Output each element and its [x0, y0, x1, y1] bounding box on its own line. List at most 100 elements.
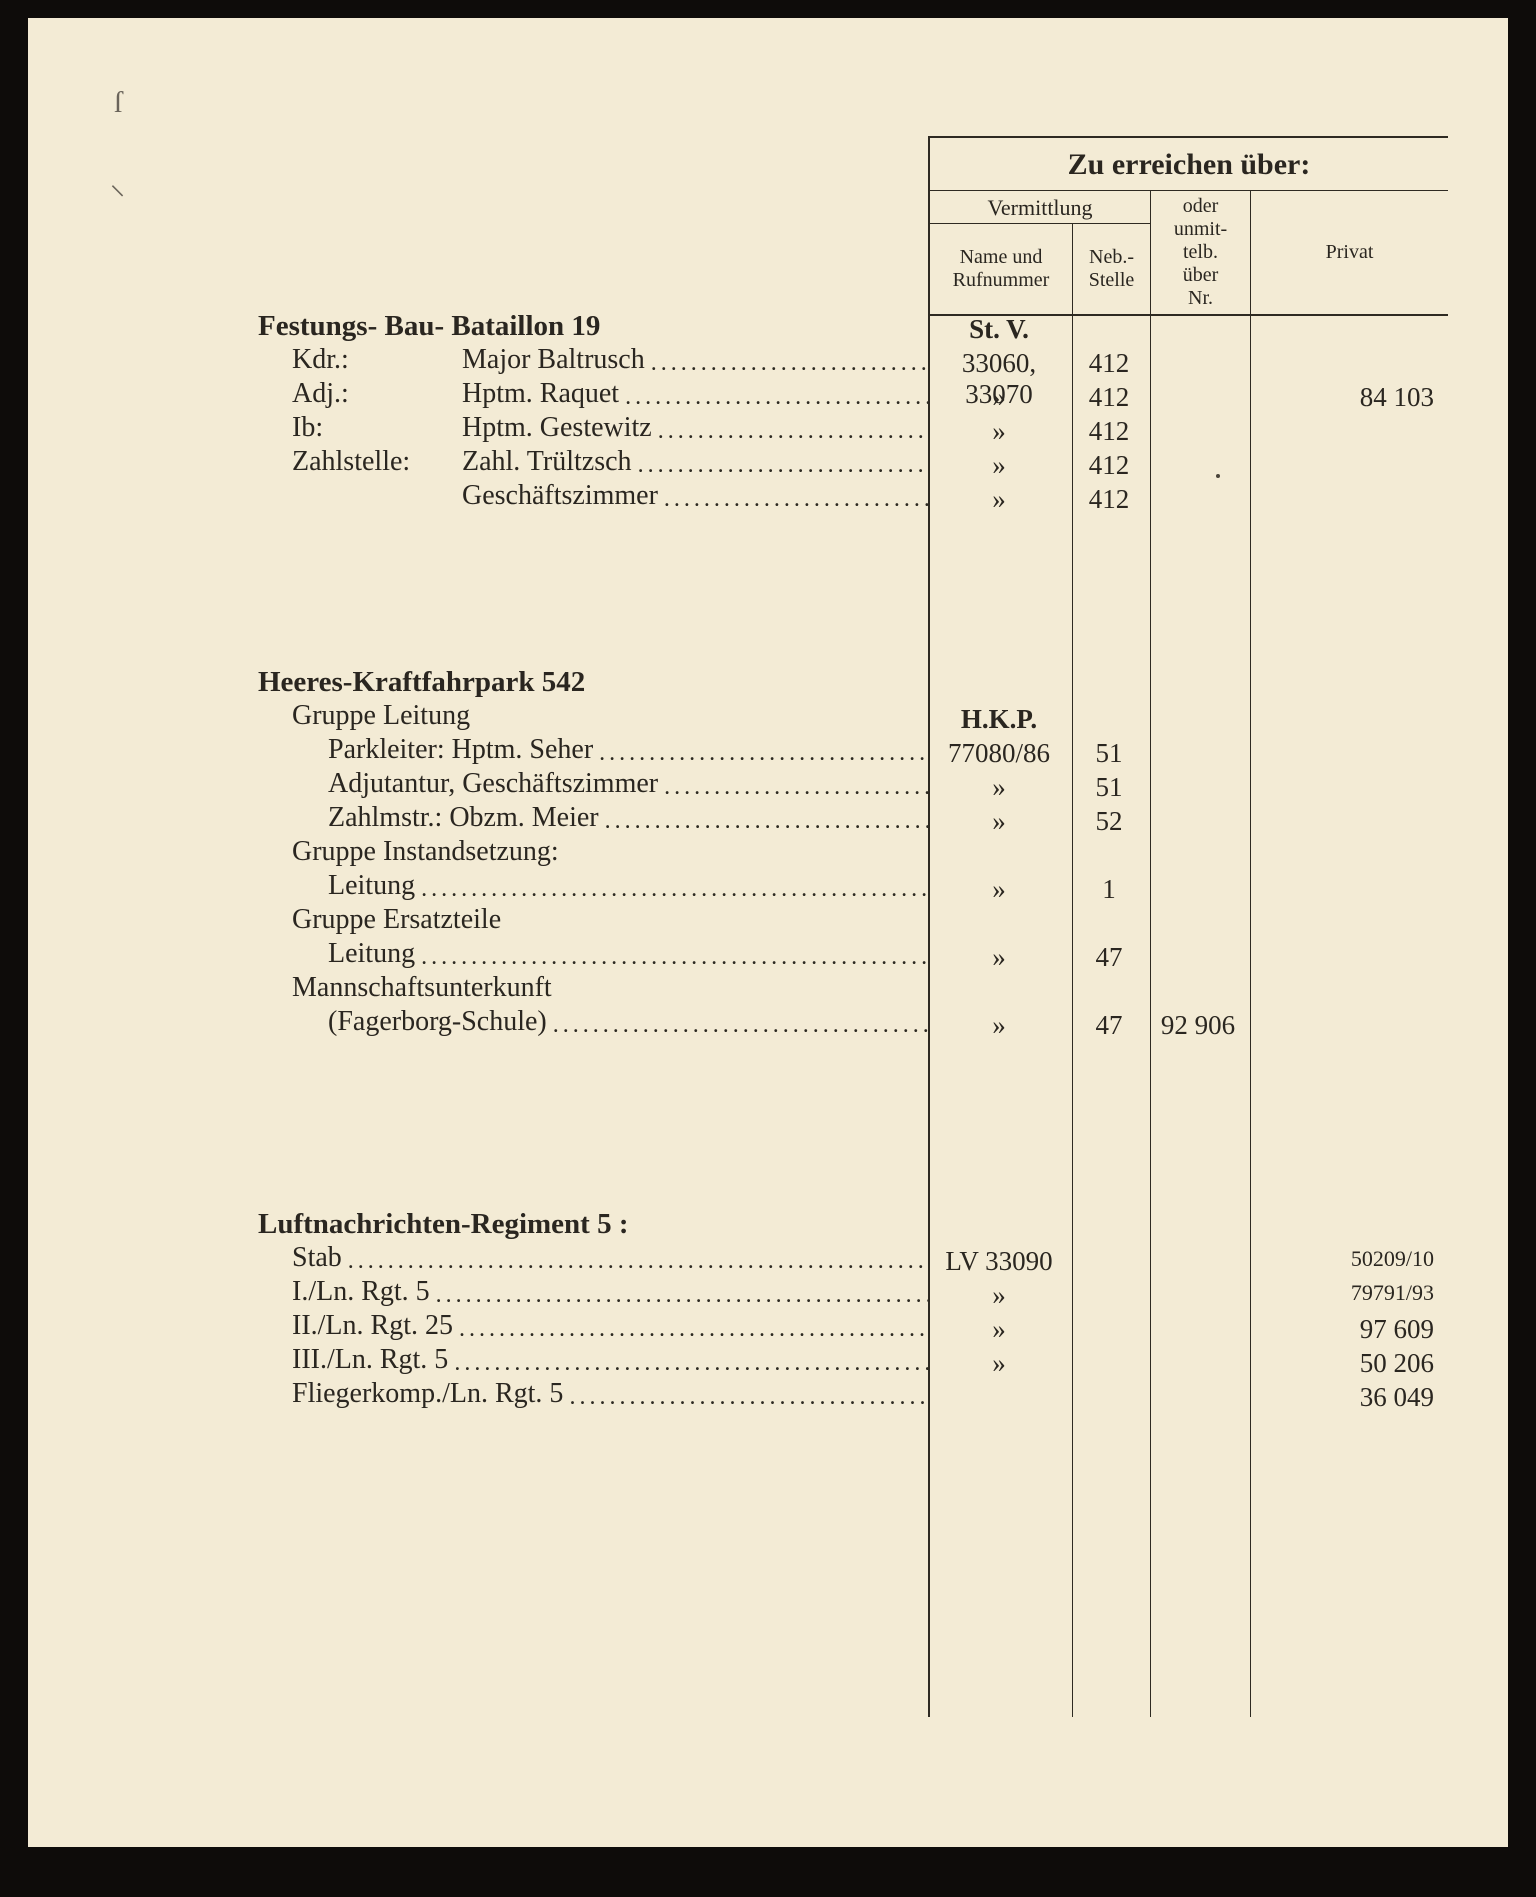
cell-neb-stelle: 412	[1070, 346, 1148, 380]
cell-neb-stelle	[1070, 1278, 1148, 1312]
entry-row: Adjutantur, Geschäftszimmer.............…	[258, 770, 928, 804]
value-row: »41284 103	[928, 380, 1448, 414]
paper-sheet: ſ ⸜ Zu erreichen über: Vermittlung Name …	[28, 18, 1508, 1847]
cell-privat: 79791/93	[1248, 1278, 1448, 1312]
cell-unmittelb	[1148, 448, 1248, 482]
entry-row: II./Ln. Rgt. 25.........................…	[258, 1312, 928, 1346]
header-vermittlung-label: Vermittlung	[930, 191, 1150, 224]
leader-dots: ........................................…	[664, 775, 928, 799]
entry-row: Fliegerkomp./Ln. Rgt. 5.................…	[258, 1380, 928, 1414]
section-title: Luftnachrichten-Regiment 5 :	[258, 1210, 629, 1239]
cell-neb-stelle	[1070, 1244, 1148, 1278]
section-title: Heeres-Kraftfahrpark 542	[258, 668, 585, 697]
entry-role: Adj.:	[292, 380, 462, 408]
leader-dots: ........................................…	[569, 1385, 928, 1409]
value-row: »52	[928, 804, 1448, 838]
cell-neb-stelle: 47	[1070, 1008, 1148, 1042]
value-row: 77080/8651	[928, 736, 1448, 770]
value-row: »50 206	[928, 1346, 1448, 1380]
cell-name-rufnummer: H.K.P.	[928, 702, 1070, 736]
cell-name-rufnummer: »	[928, 1278, 1070, 1312]
entry-row: (Fagerborg-Schule)......................…	[258, 1008, 928, 1042]
entry-role: Ib:	[292, 414, 462, 442]
document-page: ſ ⸜ Zu erreichen über: Vermittlung Name …	[0, 0, 1536, 1897]
cell-unmittelb	[1148, 1380, 1248, 1414]
cell-unmittelb	[1148, 702, 1248, 736]
cell-privat	[1248, 872, 1448, 906]
cell-name-rufnummer: »	[928, 482, 1070, 516]
leader-dots: ........................................…	[421, 945, 928, 969]
table-header: Zu erreichen über: Vermittlung Name undR…	[930, 138, 1448, 316]
cell-name-rufnummer	[928, 1380, 1070, 1414]
entry-text: Zahl. Trültzsch	[462, 446, 632, 477]
value-row: »1	[928, 872, 1448, 906]
leader-dots: ........................................…	[651, 351, 928, 375]
cell-name-rufnummer: 33060, 33070	[928, 346, 1070, 380]
entry-text: III./Ln. Rgt. 5	[292, 1344, 448, 1375]
cell-neb-stelle: 51	[1070, 736, 1148, 770]
cell-name-rufnummer: »	[928, 872, 1070, 906]
cell-neb-stelle: 47	[1070, 940, 1148, 974]
cell-name-rufnummer: LV 33090	[928, 1244, 1070, 1278]
cell-privat	[1248, 414, 1448, 448]
cell-unmittelb	[1148, 736, 1248, 770]
entry-row: Gruppe Instandsetzung:	[258, 838, 928, 872]
cell-name-rufnummer: »	[928, 804, 1070, 838]
leader-dots: ........................................…	[459, 1317, 928, 1341]
cell-unmittelb	[1148, 804, 1248, 838]
cell-neb-stelle: 1	[1070, 872, 1148, 906]
leader-dots: ........................................…	[436, 1283, 928, 1307]
cell-neb-stelle	[1070, 702, 1148, 736]
entry-role: Kdr.:	[292, 346, 462, 374]
margin-mark: ſ	[114, 86, 122, 120]
cell-neb-stelle: 51	[1070, 770, 1148, 804]
leader-dots: ........................................…	[553, 1013, 928, 1037]
cell-neb-stelle: 412	[1070, 448, 1148, 482]
entry-row: Geschäftszimmer.........................…	[258, 482, 928, 516]
cell-neb-stelle: 52	[1070, 804, 1148, 838]
header-title: Zu erreichen über:	[930, 148, 1448, 182]
leader-dots: ........................................…	[421, 877, 928, 901]
cell-name-rufnummer: 77080/86	[928, 736, 1070, 770]
value-row: » 79791/93	[928, 1278, 1448, 1312]
cell-unmittelb	[1148, 1312, 1248, 1346]
cell-privat	[1248, 736, 1448, 770]
entry-row: Mannschaftsunterkunft	[258, 974, 928, 1008]
entry-row: Parkleiter: Hptm. Seher.................…	[258, 736, 928, 770]
entry-row: Leitung.................................…	[258, 872, 928, 906]
cell-unmittelb	[1148, 872, 1248, 906]
header-vermittlung-group: Vermittlung Name undRufnummer Neb.-Stell…	[930, 191, 1150, 314]
entry-row: Zahlmstr.: Obzm. Meier..................…	[258, 804, 928, 838]
margin-mark: ⸜	[110, 162, 125, 203]
value-row: »412	[928, 482, 1448, 516]
cell-unmittelb	[1148, 380, 1248, 414]
entry-text: Hptm. Raquet	[462, 378, 619, 409]
cell-unmittelb	[1148, 1244, 1248, 1278]
entry-text: Gruppe Ersatzteile	[292, 904, 501, 935]
leader-dots: ........................................…	[638, 453, 928, 477]
cell-privat: 36 049	[1248, 1380, 1448, 1414]
entry-text: Gruppe Instandsetzung:	[292, 836, 559, 867]
leader-dots: ........................................…	[658, 419, 928, 443]
cell-name-rufnummer: »	[928, 380, 1070, 414]
cell-name-rufnummer: »	[928, 1312, 1070, 1346]
cell-privat: 50 206	[1248, 1346, 1448, 1380]
value-row: »412	[928, 414, 1448, 448]
entry-text: Adjutantur, Geschäftszimmer	[328, 768, 658, 799]
cell-unmittelb	[1148, 940, 1248, 974]
cell-name-rufnummer: »	[928, 414, 1070, 448]
cell-unmittelb	[1148, 1278, 1248, 1312]
leader-dots: ........................................…	[664, 487, 928, 511]
cell-name-rufnummer: »	[928, 770, 1070, 804]
cell-unmittelb	[1148, 770, 1248, 804]
entry-text: Fliegerkomp./Ln. Rgt. 5	[292, 1378, 563, 1409]
cell-name-rufnummer: »	[928, 448, 1070, 482]
entry-row: I./Ln. Rgt. 5...........................…	[258, 1278, 928, 1312]
value-row: LV 3309050209/10	[928, 1244, 1448, 1278]
entry-text: Hptm. Gestewitz	[462, 412, 652, 443]
header-col-unmittelb: oderunmit-telb.überNr.	[1150, 191, 1250, 314]
cell-unmittelb	[1148, 482, 1248, 516]
entry-row: Adj.:Hptm. Raquet.......................…	[258, 380, 928, 414]
cell-neb-stelle	[1070, 1312, 1148, 1346]
value-row: H.K.P.	[928, 702, 1448, 736]
